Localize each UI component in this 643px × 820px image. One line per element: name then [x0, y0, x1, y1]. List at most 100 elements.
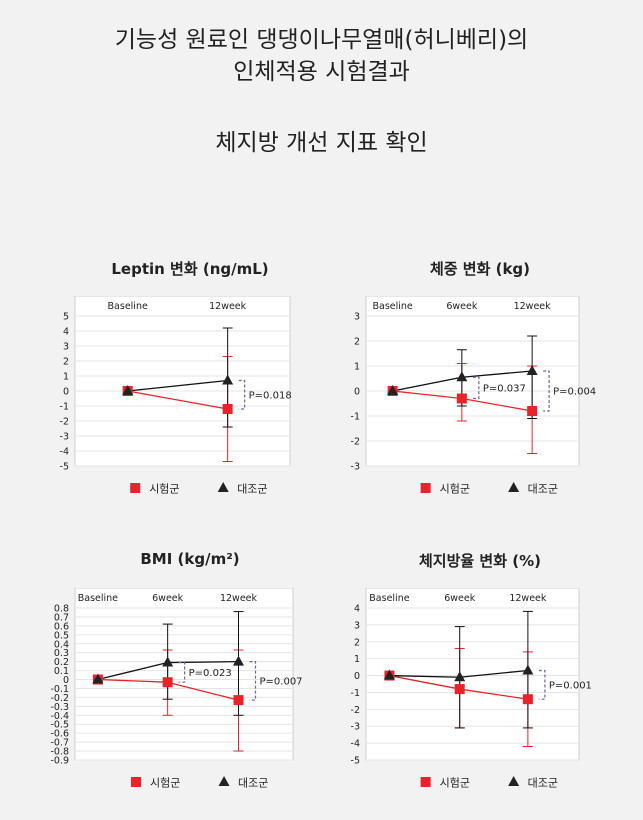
y-tick-label: 5 [63, 312, 69, 323]
y-tick-label: -2 [351, 437, 360, 448]
y-tick-label: -1 [351, 412, 360, 423]
series-line [389, 674, 460, 678]
control-group-point [454, 671, 466, 682]
legend-test-label: 시험군 [149, 483, 179, 496]
pvalue-label: P=0.004 [553, 387, 596, 398]
x-category-label: Baseline [108, 301, 148, 312]
y-tick-label: 0.8 [54, 604, 69, 615]
pvalue-label: P=0.007 [260, 676, 303, 687]
chart-4: 4 3 2 1 0 -1 -2 -3 -4 -5 Baseline 6week 12week P=0.00… [351, 588, 592, 790]
y-tick-label: -0.3 [50, 702, 69, 713]
chart-1: 5 4 3 2 1 0 -1 -2 -3 -4 -5 Baseline 12week P=0.018 시험군… [60, 296, 292, 496]
series-line [97, 661, 168, 681]
test-group-point [454, 684, 465, 695]
y-tick-label: -5 [60, 462, 69, 473]
y-tick-label: 2 [354, 337, 360, 348]
pvalue-label: P=0.018 [249, 390, 292, 401]
y-tick-label: -2 [351, 705, 360, 716]
pvalue-label: P=0.001 [549, 680, 592, 691]
series-line [392, 376, 462, 392]
series-line [127, 379, 228, 392]
y-tick-label: 2 [63, 357, 69, 368]
control-group-point [387, 385, 399, 395]
y-tick-label: -5 [351, 756, 360, 767]
pvalue-bracket [238, 379, 246, 410]
y-tick-label: 1 [354, 654, 360, 665]
x-category-label: Baseline [369, 593, 409, 604]
y-tick-label: -0.5 [50, 720, 69, 731]
y-tick-label: -3 [351, 462, 360, 473]
series-line [461, 397, 533, 412]
legend-control-label: 대조군 [528, 483, 558, 496]
legend-control-marker [508, 776, 520, 786]
x-category-label: 6week [152, 593, 184, 604]
series-line [167, 681, 239, 701]
y-tick-label: -0.4 [50, 711, 69, 722]
control-group-point [522, 664, 534, 675]
chart-title: BMI (kg/m²) [140, 550, 240, 568]
control-group-point [383, 669, 395, 680]
y-tick-label: -4 [351, 739, 360, 750]
y-tick-label: -2 [60, 417, 69, 428]
x-category-label: 12week [514, 301, 552, 312]
y-tick-label: 0 [63, 675, 69, 686]
y-tick-label: -1 [60, 402, 69, 413]
control-group-point [122, 385, 134, 395]
legend-control-label: 대조군 [238, 777, 268, 790]
y-tick-label: 4 [63, 327, 69, 338]
page-title-line2: 인체적용 시험결과 [233, 59, 410, 85]
series-line [459, 669, 528, 678]
test-group-point [522, 694, 533, 705]
y-tick-label: 0 [354, 387, 360, 398]
y-tick-label: -0.7 [50, 738, 69, 749]
chart-title: 체지방율 변화 (%) [419, 552, 541, 570]
series-line [97, 678, 168, 683]
pvalue-label: P=0.037 [483, 383, 526, 394]
y-tick-label: 0.1 [54, 666, 69, 677]
series-line [389, 674, 460, 690]
pvalue-bracket [178, 661, 186, 683]
y-tick-label: 3 [354, 312, 360, 323]
y-tick-label: -0.1 [50, 684, 69, 695]
test-group-point [456, 393, 467, 404]
y-tick-label: -3 [351, 722, 360, 733]
y-tick-label: 3 [63, 342, 69, 353]
series-line [127, 390, 228, 410]
plot-area [74, 588, 294, 761]
test-group-point [162, 677, 173, 688]
y-tick-label: -0.9 [50, 756, 69, 767]
y-tick-label: 0.3 [54, 648, 69, 659]
chart-3: 0.80.70.60.50.40.30.20.10-0.1-0.2-0.3-0.… [50, 588, 303, 790]
y-tick-label: 0.4 [54, 639, 69, 650]
page-subtitle: 체지방 개선 지표 확인 [215, 130, 428, 156]
legend-test-label: 시험군 [150, 777, 180, 790]
series-line [392, 390, 462, 400]
y-tick-label: 0 [354, 671, 360, 682]
test-group-point [233, 695, 244, 706]
pvalue-bracket [249, 661, 257, 701]
y-tick-label: 1 [63, 372, 69, 383]
control-group-point [233, 655, 244, 666]
page-title: 기능성 원료인 댕댕이나무열매(허니베리)의 [114, 27, 529, 53]
y-tick-label: -0.2 [50, 693, 69, 704]
x-category-label: 12week [209, 301, 247, 312]
y-tick-label: 2 [354, 637, 360, 648]
y-tick-label: 4 [354, 604, 360, 615]
legend-control-marker [508, 482, 520, 492]
test-group-point [222, 404, 233, 414]
legend-test-label: 시험군 [440, 483, 470, 496]
control-group-point [526, 365, 538, 375]
legend-test-marker [420, 483, 431, 493]
legend-test-marker [420, 777, 431, 787]
y-tick-label: -1 [351, 688, 360, 699]
pvalue-bracket [538, 669, 546, 700]
y-tick-label: -4 [60, 447, 69, 458]
x-category-label: Baseline [78, 593, 118, 604]
plot-area [365, 588, 580, 761]
test-group-point [527, 406, 538, 416]
legend-test-marker [130, 483, 141, 493]
chart-title: 체중 변화 (kg) [429, 260, 531, 278]
legend-test-label: 시험군 [440, 777, 470, 790]
x-category-label: 6week [446, 301, 478, 312]
y-tick-label: 1 [354, 362, 360, 373]
